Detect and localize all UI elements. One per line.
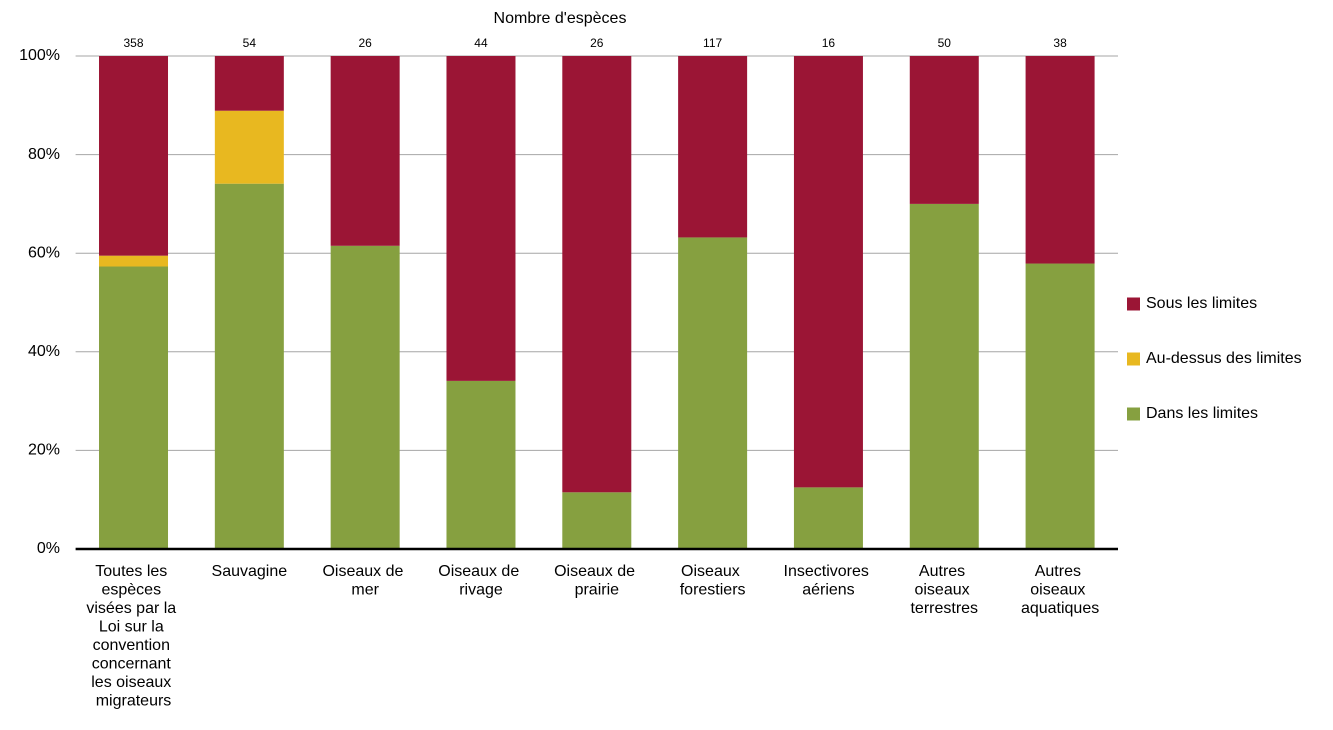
legend-label: Au-dessus des limites (1146, 350, 1302, 367)
x-tick-label: Oiseaux forestiers (680, 563, 746, 599)
bar-segment (99, 255, 169, 267)
x-tick-label: Sauvagine (212, 563, 288, 580)
counts-title: Nombre d'espèces (494, 10, 627, 27)
y-tick-label: 100% (19, 47, 60, 64)
bar-segment (909, 56, 979, 204)
bar-segment (793, 487, 863, 549)
legend-swatch (1127, 297, 1140, 311)
count-label: 26 (358, 36, 372, 50)
bar-segment (562, 56, 632, 493)
y-tick-label: 60% (28, 244, 60, 261)
x-tick-label: Insectivores aériens (784, 563, 874, 599)
bar-segment (446, 56, 516, 381)
bar-segment (214, 183, 284, 549)
y-tick-label: 40% (28, 343, 60, 360)
count-label: 16 (822, 36, 836, 50)
legend-swatch (1127, 407, 1140, 421)
bar-segment (99, 266, 169, 549)
bar-segment (678, 56, 748, 238)
bar-segment (1025, 263, 1095, 549)
bar-segment (446, 380, 516, 549)
bar-segment (562, 492, 632, 549)
bar-segment (1025, 56, 1095, 264)
legend-swatch (1127, 352, 1140, 366)
bar-segment (678, 237, 748, 549)
bar-segment (793, 56, 863, 488)
count-label: 117 (703, 36, 722, 50)
y-tick-label: 80% (28, 146, 60, 163)
legend-label: Sous les limites (1146, 295, 1257, 312)
y-tick-label: 20% (28, 442, 60, 459)
bar-segment (214, 56, 284, 111)
x-tick-label: Toutes les espèces visées par la Loi sur… (86, 563, 180, 710)
bar-segment (99, 56, 169, 256)
x-tick-label: Oiseaux de prairie (554, 563, 639, 599)
count-label: 50 (938, 36, 952, 50)
count-label: 38 (1053, 36, 1067, 50)
bar-segment (214, 110, 284, 184)
x-tick-label: Autres oiseaux aquatiques (1021, 563, 1099, 617)
count-label: 358 (123, 36, 143, 50)
x-tick-label: Oiseaux de mer (322, 563, 407, 599)
x-tick-label: Autres oiseaux terrestres (910, 563, 978, 617)
bar-segment (330, 245, 400, 549)
count-label: 26 (590, 36, 604, 50)
y-tick-label: 0% (37, 540, 60, 557)
legend-label: Dans les limites (1146, 405, 1258, 422)
count-label: 44 (474, 36, 488, 50)
count-label: 54 (243, 36, 257, 50)
bar-segment (330, 56, 400, 246)
x-tick-label: Oiseaux de rivage (438, 563, 523, 599)
bar-segment (909, 203, 979, 549)
